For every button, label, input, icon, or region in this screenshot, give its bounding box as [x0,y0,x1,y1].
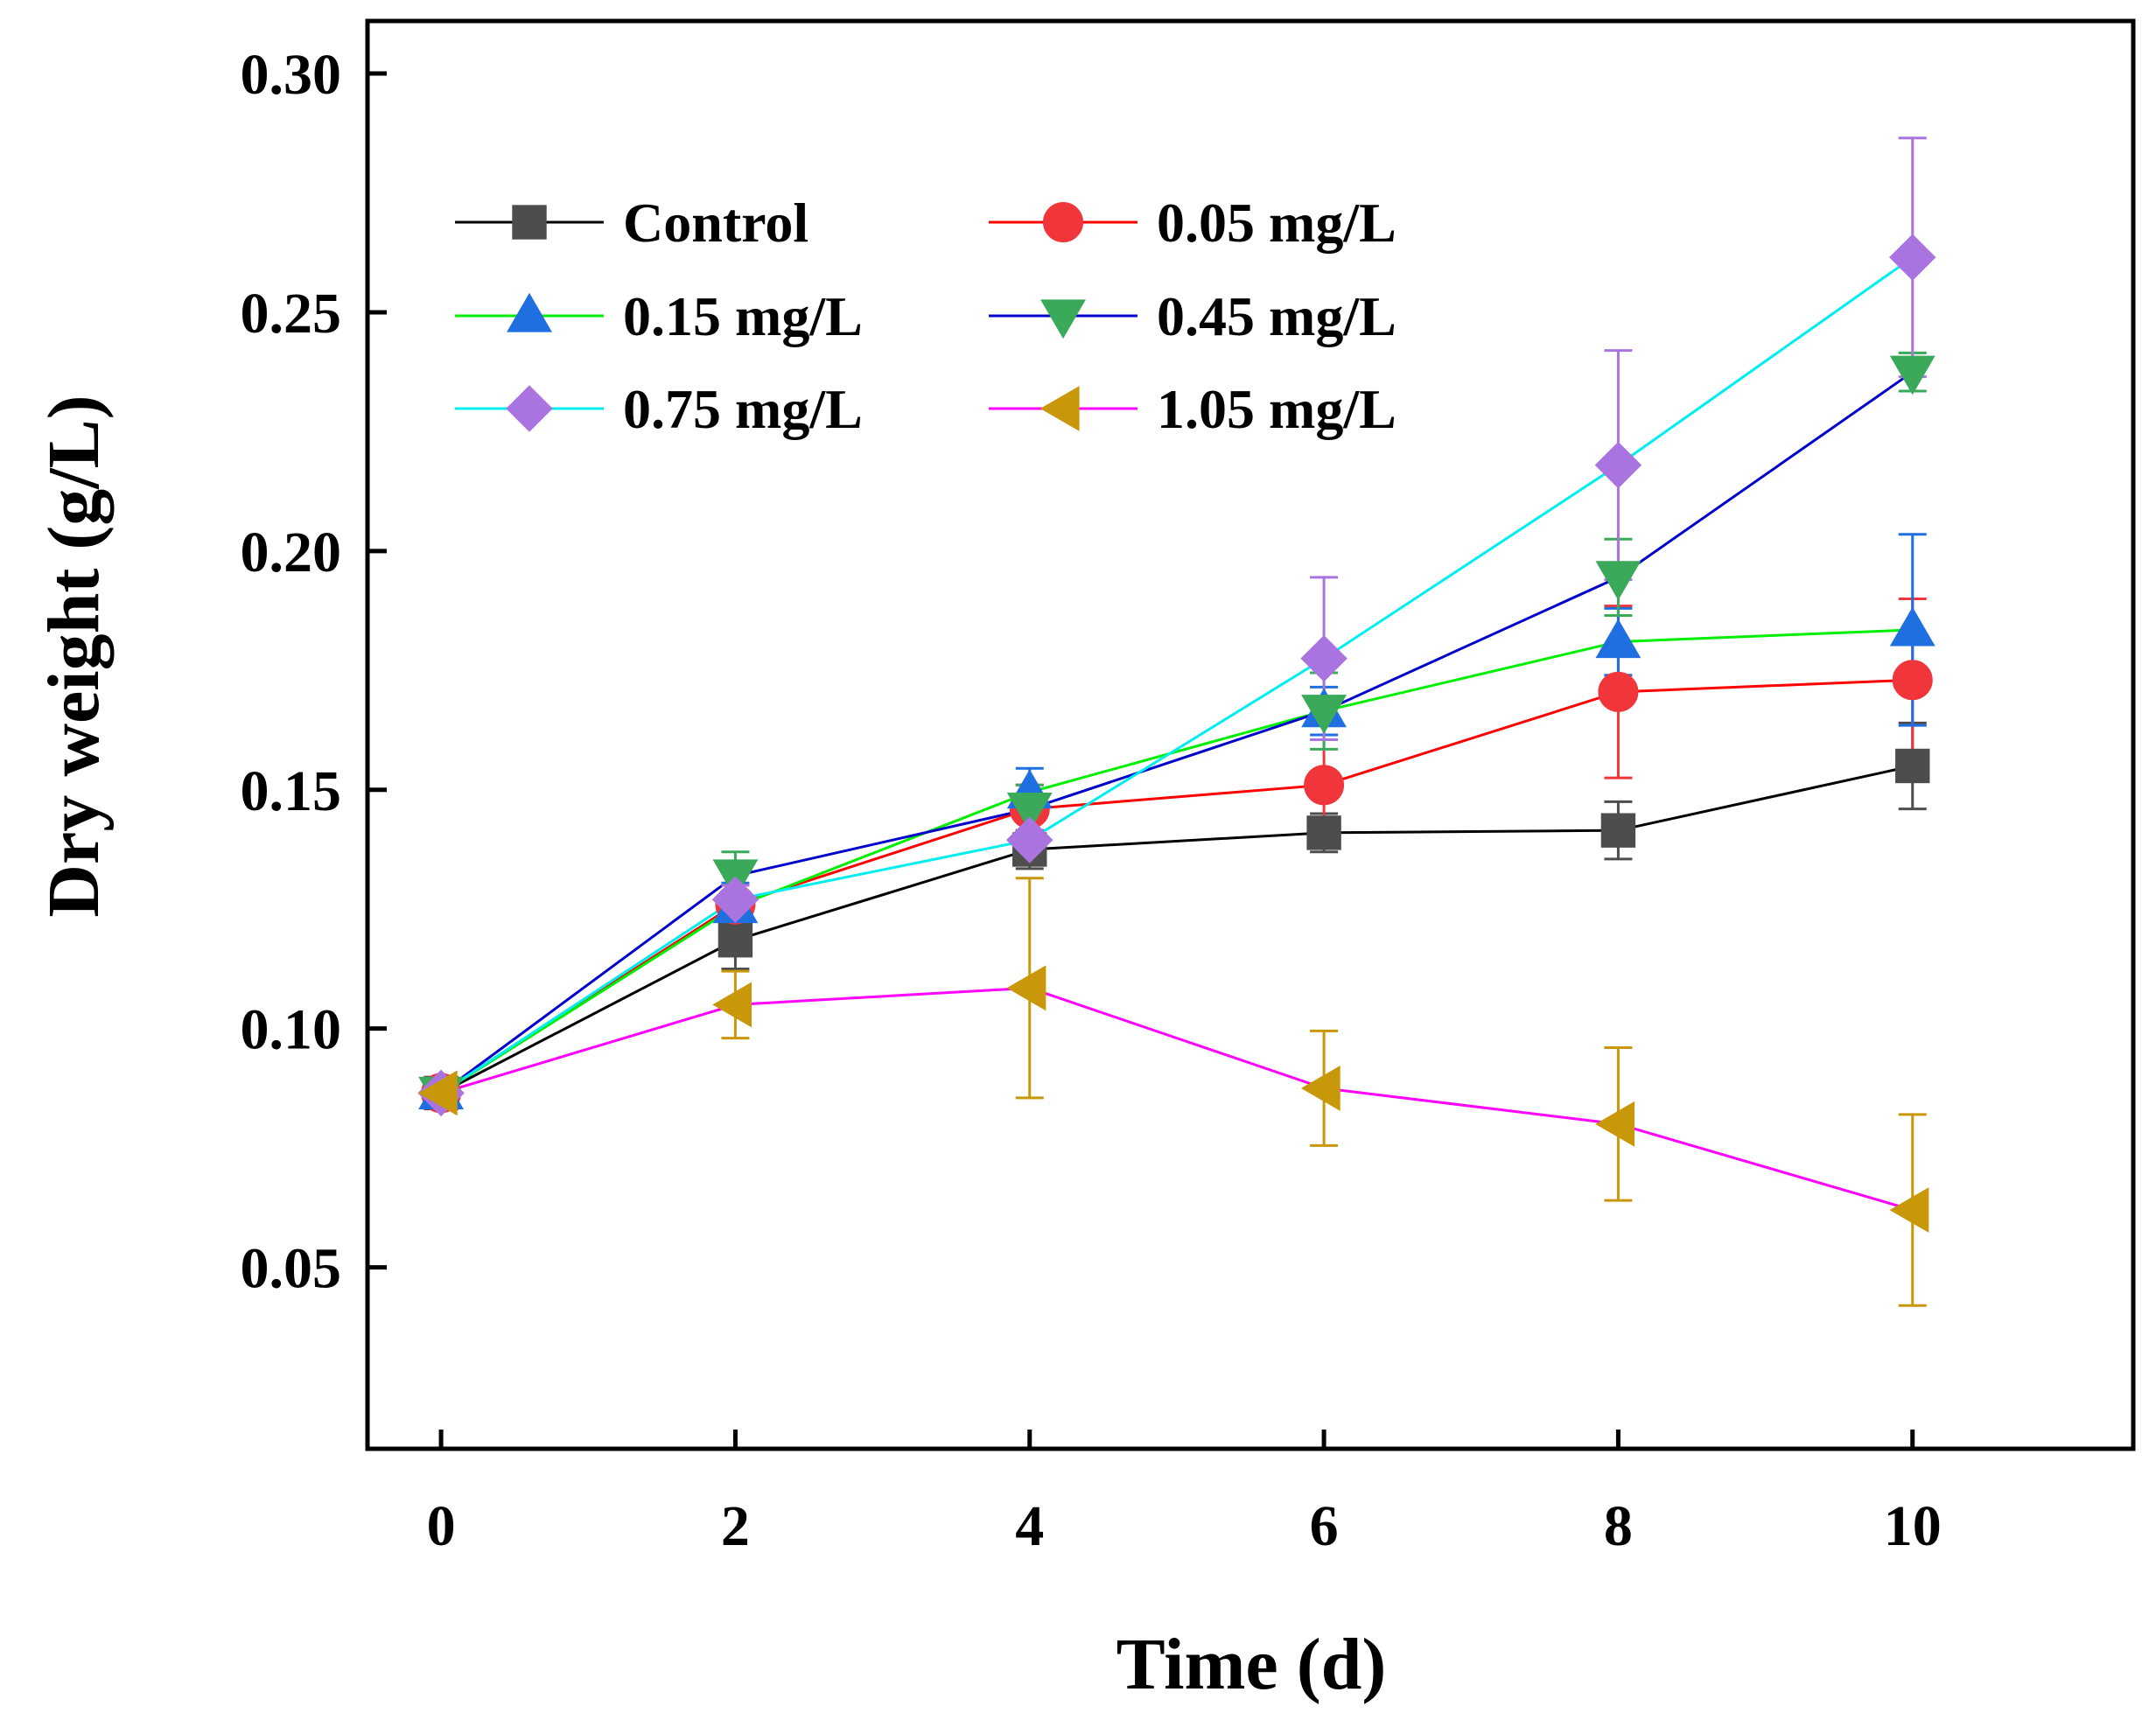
data-point-1-05-mg-l [1889,1187,1929,1234]
legend-label-0-45-mg-l: 0.45 mg/L [1157,285,1396,347]
x-tick-label: 6 [1310,1494,1339,1558]
legend-item-0-15-mg-l: 0.15 mg/L [455,285,863,347]
y-axis: 0.05 0.10 0.15 0.20 0.25 0.30 [241,43,387,1301]
legend-marker-0-15-mg-l [507,292,552,332]
data-point-control [1600,813,1636,848]
data-point-control [1306,815,1341,850]
legend-marker-control [512,205,547,240]
series-lines [440,255,1914,1212]
x-tick-label: 2 [721,1494,750,1558]
series-line-0-15-mg-l [440,628,1913,1094]
legend-label-0-05-mg-l: 0.05 mg/L [1157,192,1396,254]
x-tick-label: 10 [1884,1494,1942,1558]
x-tick-label: 0 [427,1494,456,1558]
data-point-control [1895,748,1930,784]
data-point-0-75-mg-l [1889,234,1936,281]
legend-label-0-75-mg-l: 0.75 mg/L [623,378,863,440]
y-tick-label: 0.15 [241,759,342,823]
y-tick-label: 0.20 [241,521,342,584]
legend-item-control: Control [455,192,808,254]
legend: Control 0.05 mg/L 0.15 mg/L 0.45 mg/L 0.75 m… [455,192,1396,440]
data-point-1-05-mg-l [1006,965,1046,1011]
data-point-0-45-mg-l [1595,561,1642,601]
data-point-0-75-mg-l [711,876,760,924]
legend-marker-1-05-mg-l [1040,386,1080,431]
y-tick-label: 0.10 [241,998,342,1062]
x-tick-label: 4 [1015,1494,1044,1558]
legend-marker-0-45-mg-l [1040,299,1086,339]
series-line-0-05-mg-l [440,678,1913,1094]
y-tick-label: 0.05 [241,1237,342,1301]
legend-item-0-05-mg-l: 0.05 mg/L [989,192,1396,254]
plot-area [417,136,1936,1307]
data-point-0-75-mg-l [1300,634,1348,682]
data-point-0-45-mg-l [1006,793,1053,832]
x-axis: 0 2 4 6 8 10 [427,1430,1942,1558]
data-point-0-15-mg-l [1595,619,1642,659]
x-tick-label: 8 [1604,1494,1633,1558]
data-point-0-75-mg-l [1594,441,1642,489]
legend-label-1-05-mg-l: 1.05 mg/L [1157,378,1396,440]
legend-label-control: Control [623,192,808,254]
series-line-control [440,765,1914,1094]
data-point-control [718,923,753,958]
y-axis-title: Dry weight (g/L) [33,395,115,917]
series-line-1-05-mg-l [440,986,1914,1212]
plot-frame [365,18,2136,1451]
y-tick-label: 0.30 [241,43,342,107]
data-point-0-05-mg-l [1304,765,1345,806]
data-point-0-15-mg-l [1889,606,1936,647]
legend-item-0-75-mg-l: 0.75 mg/L [455,378,863,440]
legend-marker-0-75-mg-l [506,385,553,432]
data-point-0-45-mg-l [1301,695,1348,734]
data-point-1-05-mg-l [1300,1065,1340,1111]
x-axis-title: Time (d) [1116,1624,1387,1705]
data-point-1-05-mg-l [1595,1101,1635,1147]
data-point-1-05-mg-l [712,982,752,1028]
data-point-1-05-mg-l [417,1070,458,1116]
legend-item-1-05-mg-l: 1.05 mg/L [989,378,1396,440]
data-point-0-05-mg-l [1598,671,1639,712]
series-markers [417,234,1936,1234]
y-tick-label: 0.25 [241,282,342,346]
legend-marker-0-05-mg-l [1043,202,1083,242]
data-point-0-75-mg-l [1006,816,1054,863]
data-point-0-45-mg-l [1889,355,1936,395]
legend-item-0-45-mg-l: 0.45 mg/L [989,285,1396,347]
series-line-0-75-mg-l [440,255,1914,1094]
data-point-0-05-mg-l [1892,660,1933,701]
series-line-0-45-mg-l [440,370,1914,1094]
legend-label-0-15-mg-l: 0.15 mg/L [623,285,863,347]
